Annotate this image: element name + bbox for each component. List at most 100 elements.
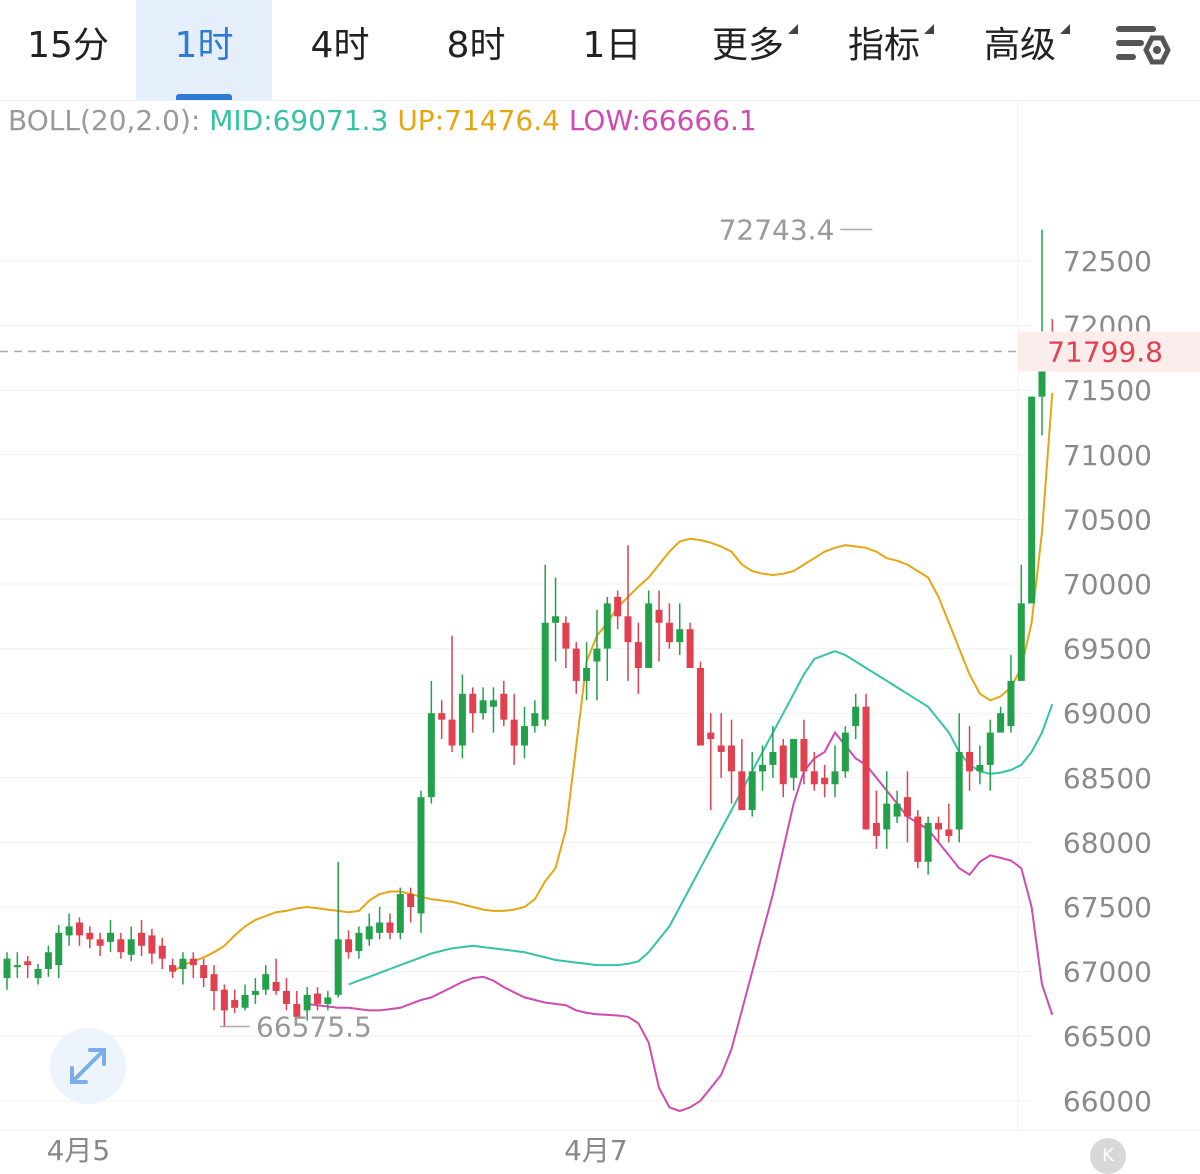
boll-low-line [306,730,1054,1113]
candle-body [655,609,663,623]
candle-body [282,990,290,1004]
candle-body [314,993,321,1004]
candle-body [955,751,963,830]
candle-body [293,1003,301,1017]
high-marker-label: 72743.4 [719,214,835,247]
candle-body [717,745,725,752]
candle-body [552,616,560,623]
tab-label: 更多 [712,24,798,66]
tab-0[interactable]: 15分 [0,0,136,100]
candle-body [634,642,642,668]
boll-up-line [172,392,1054,973]
candle-body [759,764,767,772]
y-tick-label: 70000 [1063,568,1152,601]
tab-7[interactable]: 高级 [952,0,1088,100]
candle-body [903,797,911,817]
candle-body [189,958,197,966]
candle-body [3,958,11,979]
candle-body [324,997,332,1004]
y-tick-label: 67500 [1063,891,1152,924]
low-marker-label: 66575.5 [256,1010,372,1043]
candle-body [914,816,922,862]
candle-body [997,713,1005,733]
y-tick-label: 66000 [1063,1085,1152,1118]
tab-5[interactable]: 更多 [680,0,816,100]
candle-body [158,945,166,959]
candle-body [500,693,508,720]
candle-body [272,981,280,991]
candle-body [469,693,477,714]
last-price-badge [1018,331,1200,372]
candle-body [34,969,42,979]
candle-body [872,823,880,836]
candle-body [345,939,353,953]
candle-body [303,994,311,1011]
tab-3[interactable]: 8时 [408,0,544,100]
candle-body [614,596,622,617]
candle-body [407,894,415,907]
candle-body [55,932,63,966]
candle-body [210,974,218,991]
candle-body [779,745,787,785]
chart-settings-icon[interactable] [1112,20,1172,72]
candle-body [24,961,32,966]
candle-body [127,939,135,955]
candle-body [1007,680,1015,727]
candle-body [810,771,818,785]
tab-2[interactable]: 4时 [272,0,408,100]
candle-body [738,771,746,811]
candle-body [489,700,497,707]
candle-body [707,732,715,740]
candle-body [800,739,808,772]
expand-arrows-icon[interactable] [50,1028,126,1104]
timeframe-tabbar: 15分 1时 4时 8时 1日 更多 指标 高级 [0,0,1200,101]
candle-body [728,745,735,772]
candle-body [603,603,611,649]
last-price-label: 71799.8 [1047,335,1163,368]
y-tick-label: 68500 [1063,762,1152,795]
tab-6[interactable]: 指标 [816,0,952,100]
candle-body [220,989,228,1011]
active-tab-indicator [176,94,232,100]
candle-body [458,693,466,746]
tab-label: 高级 [984,24,1070,66]
candle-body [448,719,456,746]
candle-body [790,739,798,778]
tab-4[interactable]: 1日 [544,0,680,100]
boll-low-value: LOW:66666.1 [568,104,757,137]
candle-body [572,648,580,681]
candle-body [821,777,829,785]
candle-body [241,994,249,1008]
y-tick-label: 69500 [1063,633,1152,666]
candle-body [1017,603,1025,681]
candle-body [417,797,425,914]
boll-mid-value: MID:69071.3 [209,104,389,137]
candle-body [13,965,21,968]
candle-body [138,932,146,946]
candle-body [107,932,114,942]
y-tick-label: 71500 [1063,374,1152,407]
candle-body [541,622,549,720]
boll-indicator-readout: BOLL(20,2.0): MID:69071.3 UP:71476.4 LOW… [8,104,757,137]
candle-body [179,958,187,970]
candle-body [365,926,373,940]
boll-mid-line [348,650,1054,986]
tab-1[interactable]: 1时 [136,0,272,100]
candle-body [924,823,932,862]
candle-body [883,803,891,830]
y-tick-label: 67000 [1063,956,1152,989]
candle-body [44,952,52,970]
candle-body [148,935,156,954]
candle-body [593,648,601,662]
tab-label: 1时 [174,25,234,66]
tab-label: 15分 [27,25,109,66]
candle-body [966,751,974,772]
candle-body [562,622,570,649]
candle-body [386,922,394,933]
candle-body [862,706,870,830]
candle-body [1028,396,1036,604]
candle-body [251,990,259,995]
candlestick-chart[interactable]: 7250072000715007100070500700006950069000… [0,100,1200,1163]
y-tick-label: 69000 [1063,697,1152,730]
candle-body [479,700,487,714]
